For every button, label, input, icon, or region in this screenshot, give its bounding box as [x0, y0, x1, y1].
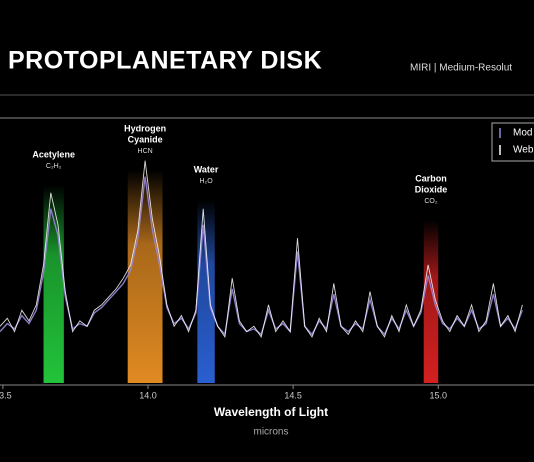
- legend-label: Web: [513, 145, 534, 156]
- band-formula: CO₂: [424, 198, 438, 205]
- band: [423, 220, 439, 383]
- band-label: Dioxide: [415, 184, 448, 194]
- x-tick-label: 14.0: [139, 390, 157, 400]
- band: [127, 170, 163, 383]
- band-label: Cyanide: [128, 134, 163, 144]
- x-axis-unit: microns: [253, 427, 288, 438]
- x-tick-label: 14.5: [284, 390, 302, 400]
- spectrum-line: [0, 176, 524, 336]
- band-label: Water: [194, 164, 219, 174]
- band-formula: C₂H₂: [46, 163, 62, 170]
- band: [43, 185, 64, 383]
- chart-title: PROTOPLANETARY DISK: [8, 47, 322, 75]
- band-formula: HCN: [138, 148, 153, 155]
- legend-box: [491, 122, 534, 162]
- band: [197, 200, 215, 383]
- band-label: Acetylene: [32, 149, 75, 159]
- x-axis-title: Wavelength of Light: [214, 405, 328, 419]
- spectrum-line: [0, 160, 523, 339]
- x-tick-label: 13.5: [0, 390, 12, 400]
- x-tick-label: 15.0: [429, 390, 447, 400]
- legend-label: Mod: [513, 128, 532, 139]
- band-label: Hydrogen: [124, 123, 166, 133]
- chart-subtitle: MIRI | Medium-Resolut: [410, 63, 512, 74]
- band-label: Carbon: [415, 173, 447, 183]
- band-formula: H₂O: [199, 178, 213, 185]
